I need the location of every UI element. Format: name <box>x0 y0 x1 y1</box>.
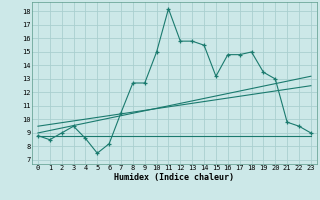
X-axis label: Humidex (Indice chaleur): Humidex (Indice chaleur) <box>115 173 234 182</box>
